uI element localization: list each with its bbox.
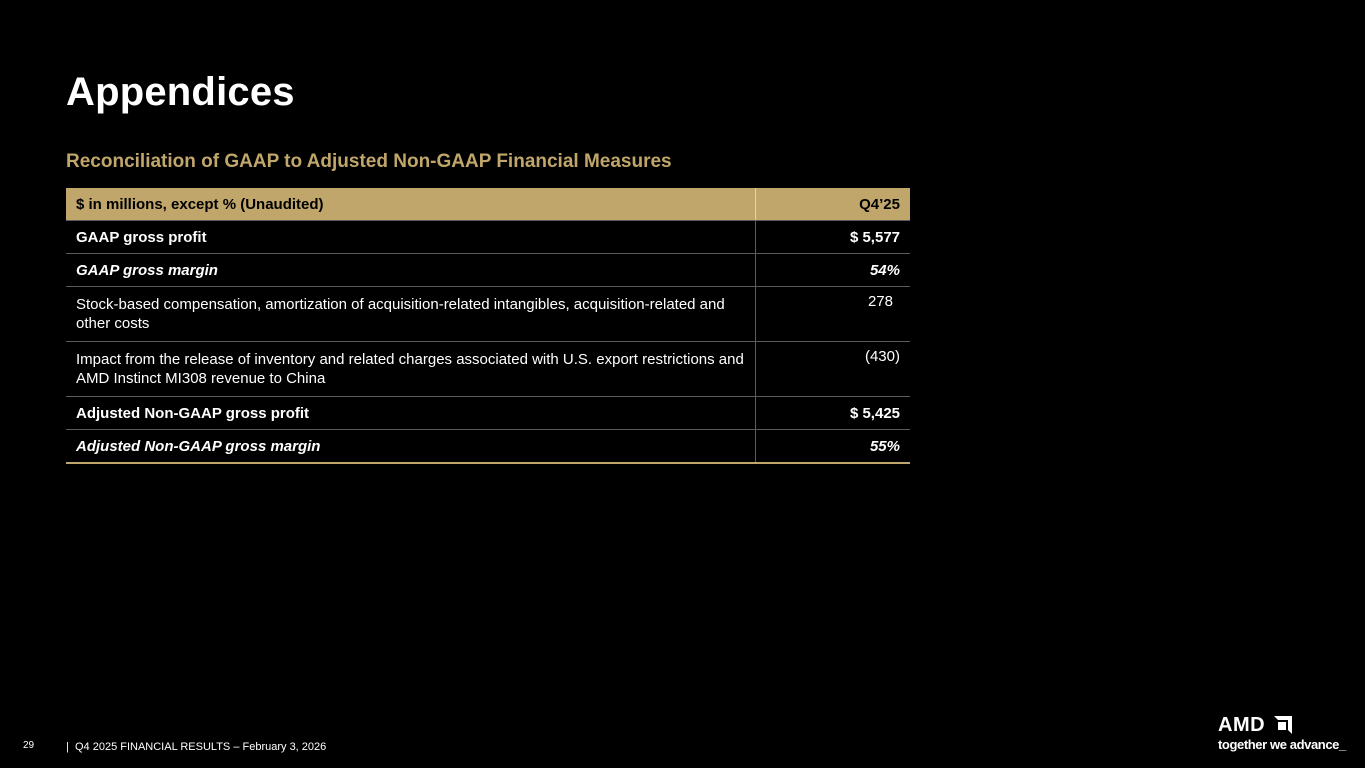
table-row: Stock-based compensation, amortization o… (66, 286, 910, 342)
table-row: GAAP gross profit $ 5,577 (66, 220, 910, 254)
row-label: Impact from the release of inventory and… (66, 341, 756, 397)
page-title: Appendices (66, 70, 295, 114)
row-value: 55% (755, 429, 910, 464)
footer-text: Q4 2025 FINANCIAL RESULTS – February 3, … (74, 741, 327, 753)
footer-caption: | Q4 2025 FINANCIAL RESULTS – February 3… (66, 741, 326, 753)
table-row: GAAP gross margin 54% (66, 253, 910, 287)
table-row: Adjusted Non-GAAP gross profit $ 5,425 (66, 396, 910, 430)
amd-arrow-icon (1274, 716, 1292, 734)
section-subtitle: Reconciliation of GAAP to Adjusted Non-G… (66, 151, 672, 172)
tagline: together we advance_ (1218, 737, 1346, 752)
amd-logo: AMD together we advance_ (1218, 714, 1348, 754)
row-label: Stock-based compensation, amortization o… (66, 286, 756, 342)
row-label: Adjusted Non-GAAP gross profit (66, 396, 756, 430)
row-value: $ 5,425 (755, 396, 910, 430)
row-label: GAAP gross profit (66, 220, 756, 254)
row-value: 278 (755, 286, 910, 342)
row-value: 54% (755, 253, 910, 287)
table-row: Adjusted Non-GAAP gross margin 55% (66, 429, 910, 464)
row-label: GAAP gross margin (66, 253, 756, 287)
table-row: Impact from the release of inventory and… (66, 341, 910, 397)
footer-separator: | (66, 741, 69, 753)
header-label-cell: $ in millions, except % (Unaudited) (66, 188, 756, 221)
row-value: $ 5,577 (755, 220, 910, 254)
row-label: Adjusted Non-GAAP gross margin (66, 429, 756, 464)
amd-wordmark: AMD (1218, 714, 1266, 736)
reconciliation-table: $ in millions, except % (Unaudited) Q4’2… (66, 188, 910, 464)
page-number: 29 (23, 740, 35, 751)
header-period-cell: Q4’25 (755, 188, 910, 221)
row-value: (430) (755, 341, 910, 397)
table-header-row: $ in millions, except % (Unaudited) Q4’2… (66, 188, 910, 221)
